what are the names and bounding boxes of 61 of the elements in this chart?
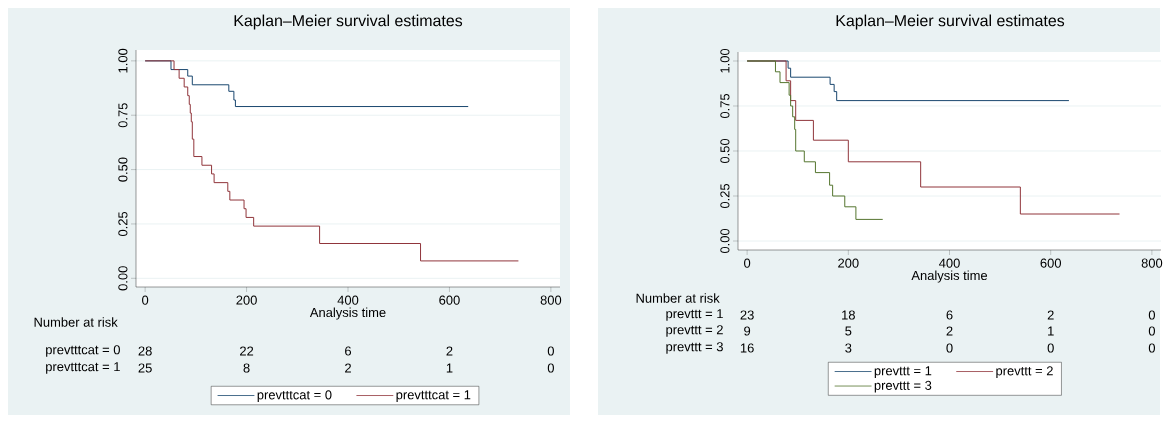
- chart-title: Kaplan–Meier survival estimates: [234, 14, 463, 30]
- text: 0: [1148, 310, 1156, 320]
- text: 18: [842, 310, 855, 320]
- y-tick-label: 0.75: [118, 103, 128, 128]
- text: Number at risk: [34, 317, 118, 327]
- y-tick-label: 1.00: [118, 48, 128, 73]
- text: 0: [1148, 326, 1156, 336]
- text: 0: [1047, 343, 1054, 353]
- legend-label: prevttt = 2: [996, 366, 1053, 378]
- x-tick-label: 0: [142, 295, 149, 305]
- chart-title: Kaplan–Meier survival estimates: [836, 14, 1065, 30]
- y-tick-label: 0.25: [720, 183, 730, 209]
- x-axis-title: Analysis time: [911, 270, 988, 283]
- x-axis-title: Analysis time: [309, 307, 386, 320]
- legend-label: prevttt = 3: [874, 380, 932, 393]
- x-tick-label: 400: [337, 295, 359, 305]
- text: 0: [547, 363, 554, 373]
- text: 0: [1148, 343, 1156, 353]
- text: 8: [243, 363, 250, 373]
- x-tick-label: 600: [1040, 258, 1062, 268]
- x-tick-label: 400: [939, 258, 960, 268]
- x-tick-label: 800: [540, 295, 562, 305]
- text: prevttt = 1: [666, 309, 723, 321]
- y-tick-label: 0.00: [720, 228, 730, 254]
- text: prevtttcat = 0: [46, 345, 120, 357]
- text: 2: [946, 326, 953, 336]
- text: 9: [744, 326, 751, 336]
- y-tick-label: 1.00: [720, 48, 730, 73]
- y-tick-label: 0.50: [720, 138, 730, 164]
- text: Number at risk: [636, 293, 720, 303]
- text: 22: [240, 346, 254, 356]
- text: 3: [845, 343, 852, 353]
- text: 1: [1048, 326, 1054, 336]
- text: 2: [446, 346, 453, 356]
- text: prevtttcat = 1: [46, 362, 120, 374]
- text: 6: [946, 310, 953, 320]
- x-tick-label: 600: [439, 295, 460, 305]
- y-tick-label: 0.00: [118, 266, 128, 291]
- text: 0: [547, 346, 554, 356]
- x-tick-label: 200: [838, 258, 859, 268]
- legend-label: prevtttcat = 1: [396, 390, 471, 402]
- x-tick-label: 200: [236, 295, 257, 305]
- y-tick-label: 0.75: [720, 93, 730, 119]
- text: 1: [446, 363, 453, 373]
- text: 5: [845, 326, 852, 336]
- text: prevttt = 2: [666, 325, 723, 337]
- text: 16: [740, 343, 754, 353]
- text: prevttt = 3: [666, 342, 723, 354]
- legend-label: prevttt = 1: [874, 366, 932, 378]
- text: 25: [138, 363, 152, 373]
- y-tick-label: 0.50: [118, 157, 128, 182]
- text: 28: [138, 346, 152, 356]
- text: 2: [1047, 310, 1054, 320]
- text: 23: [740, 310, 754, 320]
- text: 6: [345, 346, 352, 356]
- x-tick-label: 0: [744, 258, 751, 268]
- y-tick-label: 0.25: [118, 211, 128, 237]
- x-tick-label: 800: [1141, 258, 1163, 268]
- text: 2: [345, 363, 351, 373]
- text: 0: [946, 343, 953, 353]
- legend-label: prevtttcat = 0: [257, 390, 332, 402]
